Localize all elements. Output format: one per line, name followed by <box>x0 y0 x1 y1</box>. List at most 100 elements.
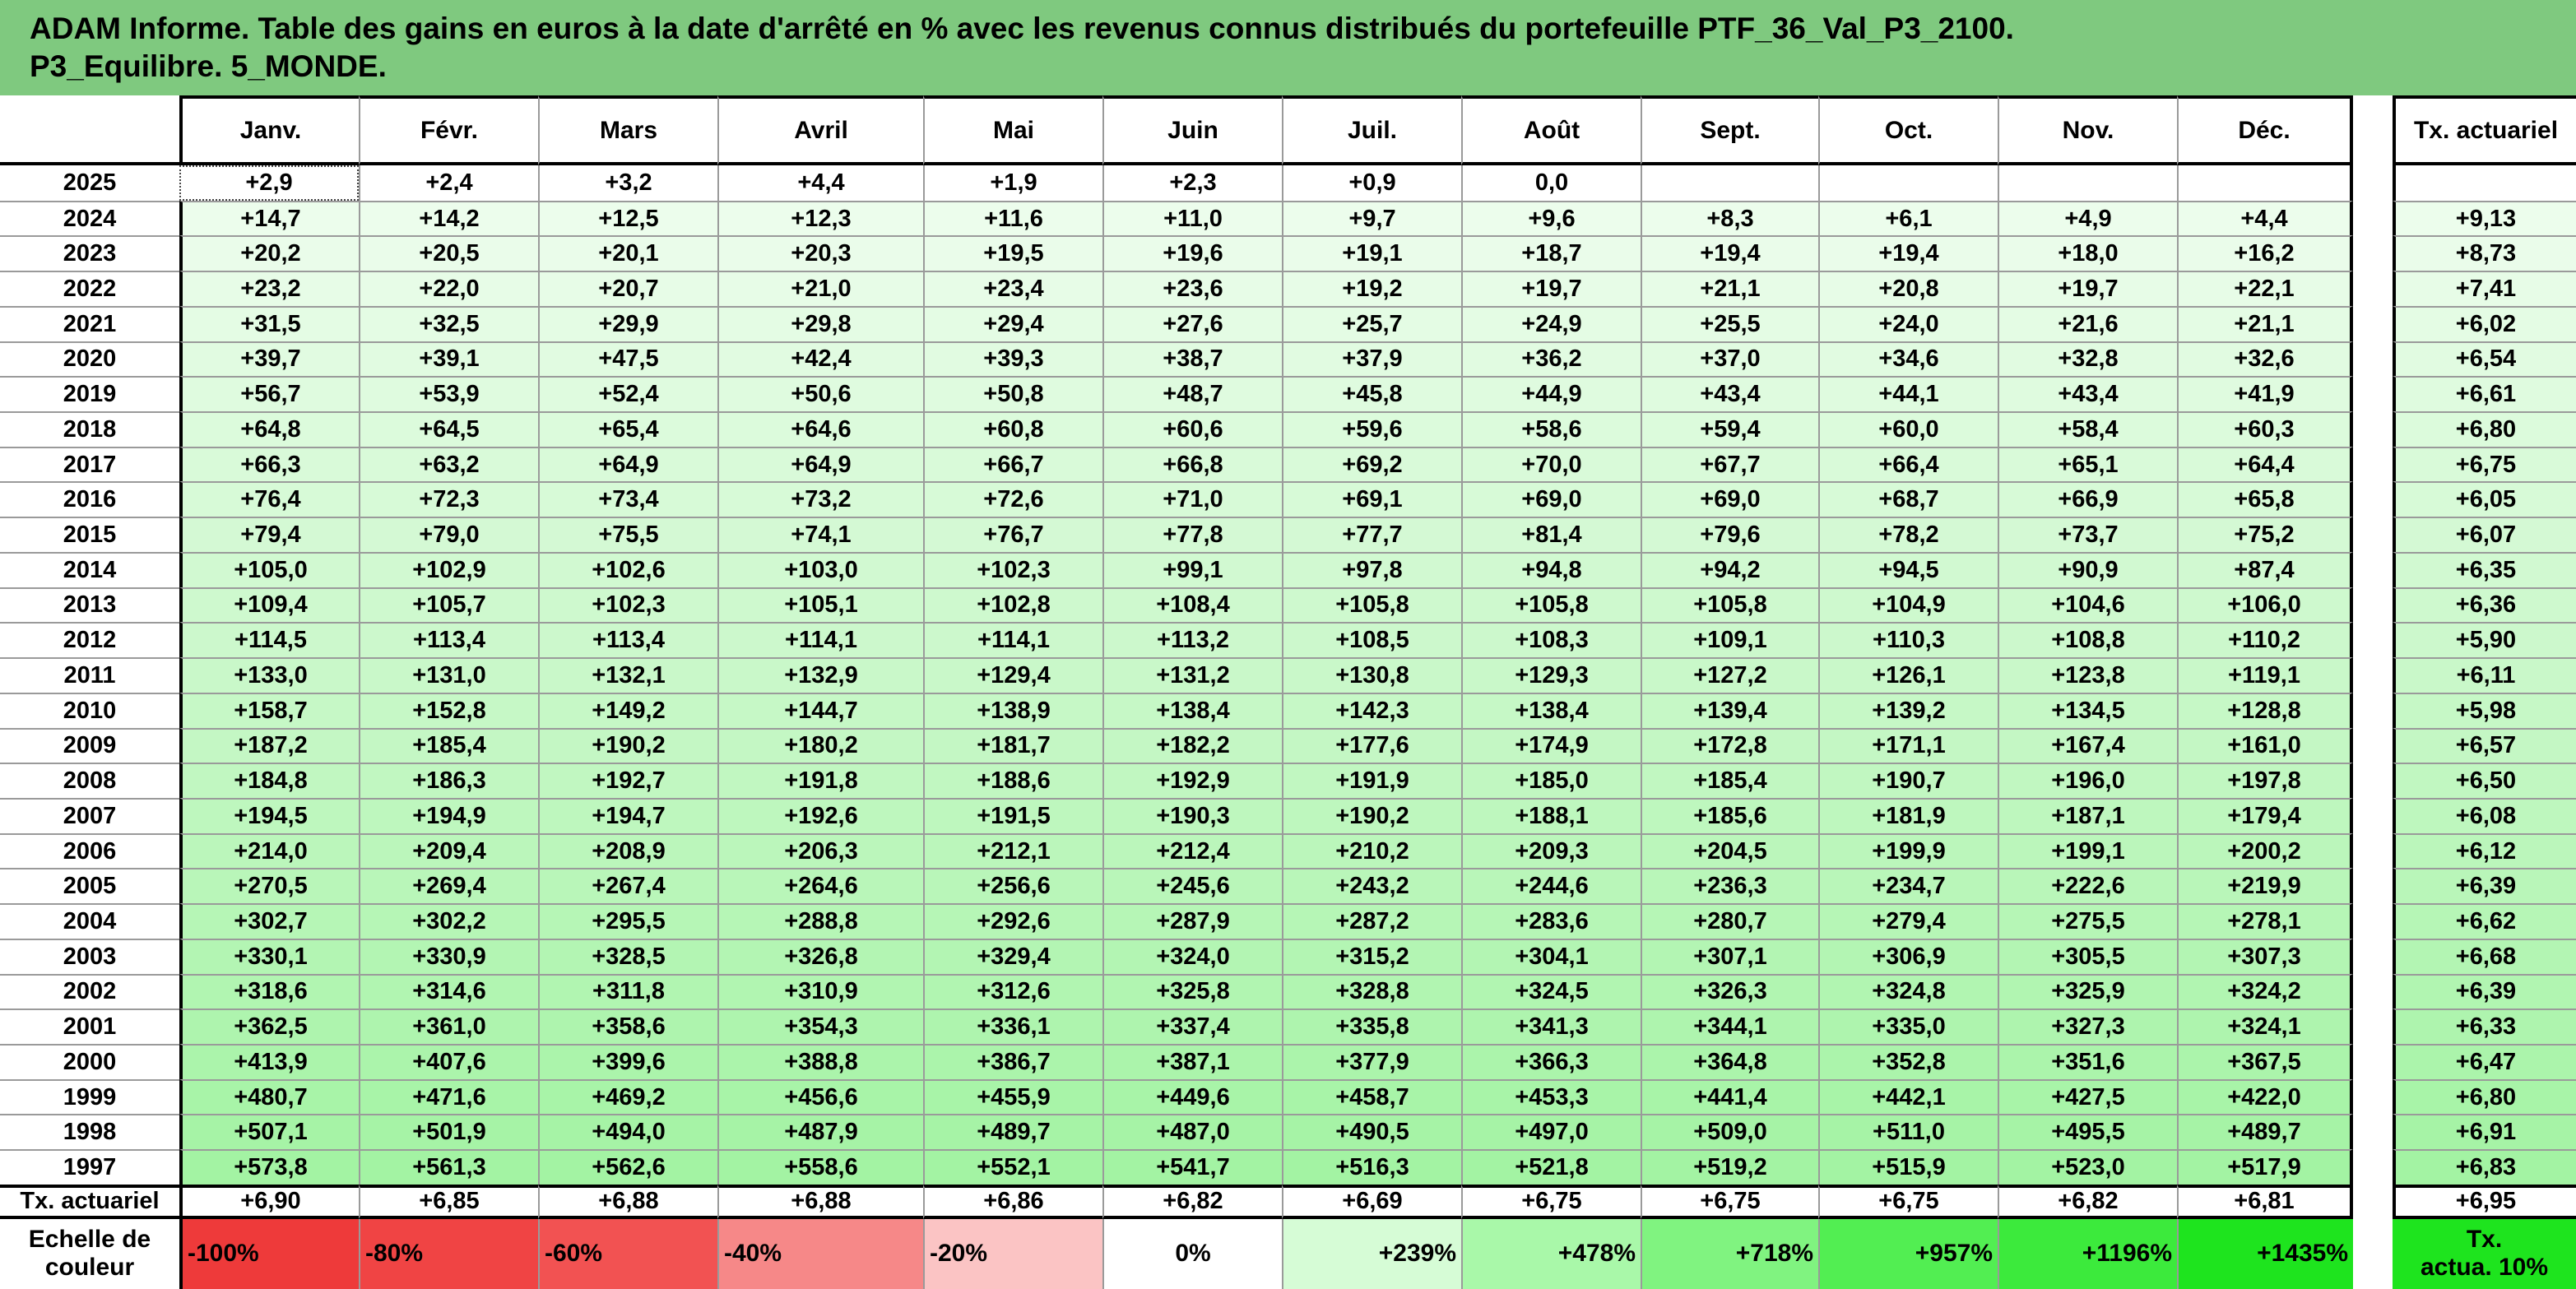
row-year: 2013 <box>0 587 179 623</box>
gain-cell: +399,6 <box>538 1044 717 1079</box>
color-scale-step: -100% <box>179 1218 359 1289</box>
gain-cell: +305,5 <box>1998 938 2177 974</box>
gain-cell: +19,2 <box>1282 271 1461 306</box>
gain-cell: +190,3 <box>1102 797 1282 833</box>
gain-cell: +39,7 <box>179 341 359 377</box>
gain-cell: +32,5 <box>359 305 538 341</box>
gain-cell: +187,2 <box>179 727 359 763</box>
gain-cell: +131,0 <box>359 657 538 693</box>
color-scale-step: -80% <box>359 1218 538 1289</box>
gain-cell: +244,6 <box>1461 868 1641 904</box>
gain-cell: +66,7 <box>923 446 1102 482</box>
gain-cell: +11,6 <box>923 200 1102 236</box>
gain-cell: +132,9 <box>717 657 923 693</box>
gain-cell: +2,4 <box>359 165 538 201</box>
row-actuarial-rate: +8,73 <box>2393 235 2576 271</box>
gain-cell: +515,9 <box>1818 1149 1998 1185</box>
totals-cell: +6,88 <box>538 1184 717 1219</box>
gain-cell: +19,4 <box>1641 235 1818 271</box>
gain-cell: +105,1 <box>717 587 923 623</box>
gain-cell: +79,6 <box>1641 517 1818 552</box>
gain-cell: +20,5 <box>359 235 538 271</box>
gain-cell: +70,0 <box>1461 446 1641 482</box>
gain-cell: +497,0 <box>1461 1114 1641 1150</box>
gain-cell: +449,6 <box>1102 1078 1282 1115</box>
gain-cell: +45,8 <box>1282 376 1461 412</box>
gain-cell: +67,7 <box>1641 446 1818 482</box>
gain-cell: +19,4 <box>1818 235 1998 271</box>
gain-cell: +186,3 <box>359 763 538 798</box>
gain-cell: +108,5 <box>1282 622 1461 658</box>
color-scale-step: +1435% <box>2177 1218 2353 1289</box>
gain-cell: +324,2 <box>2177 973 2353 1009</box>
gain-cell: +48,7 <box>1102 376 1282 412</box>
gain-cell: +34,6 <box>1818 341 1998 377</box>
gain-cell: +43,4 <box>1998 376 2177 412</box>
gain-cell: +489,7 <box>923 1114 1102 1150</box>
gain-cell: +110,3 <box>1818 622 1998 658</box>
gain-cell: +79,4 <box>179 517 359 552</box>
gain-cell: +314,6 <box>359 973 538 1009</box>
gain-cell: +288,8 <box>717 903 923 939</box>
gain-cell: +20,7 <box>538 271 717 306</box>
gain-cell: +105,0 <box>179 551 359 587</box>
gain-cell: +131,2 <box>1102 657 1282 693</box>
gain-cell: +307,3 <box>2177 938 2353 974</box>
gain-cell: +27,6 <box>1102 305 1282 341</box>
row-year: 2000 <box>0 1044 179 1079</box>
gain-cell: +69,1 <box>1282 481 1461 517</box>
gain-cell: +171,1 <box>1818 727 1998 763</box>
gain-cell: +367,5 <box>2177 1044 2353 1079</box>
gain-cell: +325,9 <box>1998 973 2177 1009</box>
gain-cell: +311,8 <box>538 973 717 1009</box>
gain-cell: +36,2 <box>1461 341 1641 377</box>
row-year: 2003 <box>0 938 179 974</box>
gain-cell: +39,3 <box>923 341 1102 377</box>
gain-cell: +59,4 <box>1641 411 1818 447</box>
color-scale-step: +718% <box>1641 1218 1818 1289</box>
gain-cell: +113,4 <box>538 622 717 658</box>
row-year: 2012 <box>0 622 179 657</box>
gain-cell: +63,2 <box>359 446 538 482</box>
gain-cell: +113,2 <box>1102 622 1282 658</box>
gain-cell: +351,6 <box>1998 1044 2177 1079</box>
gain-cell: +208,9 <box>538 832 717 869</box>
gain-cell: +511,0 <box>1818 1114 1998 1150</box>
gain-cell: +427,5 <box>1998 1078 2177 1115</box>
gain-cell: +172,8 <box>1641 727 1818 763</box>
gain-cell: +78,2 <box>1818 517 1998 552</box>
gain-cell: +18,0 <box>1998 235 2177 271</box>
row-year: 2005 <box>0 868 179 903</box>
gain-cell: +106,0 <box>2177 587 2353 623</box>
gain-cell: +19,5 <box>923 235 1102 271</box>
gain-cell: +558,6 <box>717 1149 923 1185</box>
gain-cell: +422,0 <box>2177 1078 2353 1115</box>
header-month: Déc. <box>2177 95 2353 165</box>
gain-cell: +58,4 <box>1998 411 2177 447</box>
gain-cell: +109,1 <box>1641 622 1818 658</box>
row-actuarial-rate: +6,33 <box>2393 1008 2576 1044</box>
color-scale-step: +239% <box>1282 1218 1461 1289</box>
gain-cell: +219,9 <box>2177 868 2353 904</box>
gain-cell: +64,8 <box>179 411 359 447</box>
gain-cell: +69,0 <box>1641 481 1818 517</box>
gain-cell: +38,7 <box>1102 341 1282 377</box>
gain-cell: +60,8 <box>923 411 1102 447</box>
row-actuarial-rate: +6,05 <box>2393 481 2576 517</box>
row-year: 2023 <box>0 235 179 271</box>
gain-cell: +25,5 <box>1641 305 1818 341</box>
gain-cell: +191,9 <box>1282 763 1461 798</box>
gain-cell: +185,6 <box>1641 797 1818 833</box>
gain-cell: +386,7 <box>923 1044 1102 1079</box>
gain-cell: +158,7 <box>179 692 359 728</box>
gain-cell: +53,9 <box>359 376 538 412</box>
gain-cell: +76,4 <box>179 481 359 517</box>
row-actuarial-rate: +6,08 <box>2393 797 2576 833</box>
row-actuarial-rate: +6,50 <box>2393 763 2576 798</box>
gain-cell: +341,3 <box>1461 1008 1641 1044</box>
gain-cell: +192,7 <box>538 763 717 798</box>
gain-cell: +102,9 <box>359 551 538 587</box>
gain-cell: +37,0 <box>1641 341 1818 377</box>
gain-cell: +64,4 <box>2177 446 2353 482</box>
gain-cell: +487,9 <box>717 1114 923 1150</box>
